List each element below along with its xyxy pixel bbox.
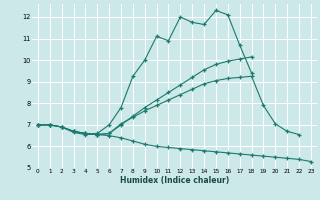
X-axis label: Humidex (Indice chaleur): Humidex (Indice chaleur) (120, 176, 229, 185)
